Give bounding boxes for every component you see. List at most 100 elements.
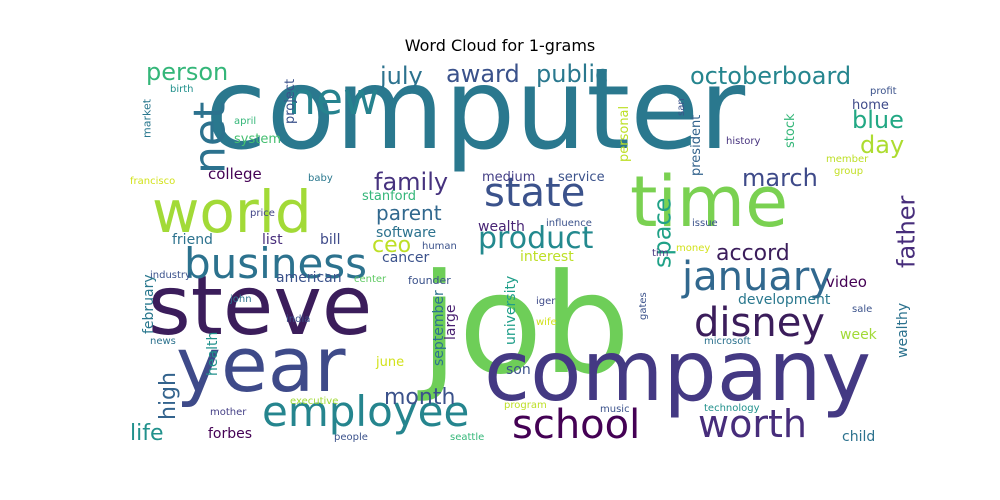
word-india: india <box>286 314 310 325</box>
word-state: state <box>484 170 585 216</box>
word-accord: accord <box>716 241 790 266</box>
word-issue: issue <box>692 218 718 229</box>
word-person: person <box>146 58 228 86</box>
word-tim: tim <box>652 248 668 259</box>
word-human: human <box>422 241 457 252</box>
word-friend: friend <box>172 232 213 248</box>
word-award: award <box>446 60 520 88</box>
word-history: history <box>726 136 760 147</box>
word-february: february <box>141 274 157 334</box>
word-family: family <box>374 168 448 196</box>
word-son: son <box>506 362 531 378</box>
word-center: center <box>354 274 387 285</box>
word-video: video <box>826 273 867 291</box>
word-forbes: forbes <box>208 426 252 442</box>
word-seattle: seattle <box>450 432 484 443</box>
word-wife: wife <box>536 317 557 328</box>
word-wealthy: wealthy <box>895 303 911 358</box>
word-people: people <box>334 432 368 443</box>
word-large: large <box>443 305 459 340</box>
word-life: life <box>130 421 164 446</box>
word-job: job <box>417 244 630 405</box>
word-year: year <box>176 320 346 409</box>
word-mother: mother <box>210 407 247 418</box>
word-music: music <box>600 404 630 415</box>
word-employee: employee <box>262 387 469 436</box>
word-steve: steve <box>148 259 372 354</box>
word-new: new <box>288 74 379 125</box>
word-week: week <box>840 327 878 343</box>
word-school: school <box>512 402 640 448</box>
word-cancer: cancer <box>382 250 429 266</box>
word-group: group <box>834 166 863 177</box>
word-american: american <box>276 270 342 286</box>
word-bill: bill <box>320 232 341 248</box>
word-stock: stock <box>783 113 798 148</box>
word-march: march <box>742 164 818 192</box>
word-health: health <box>205 332 221 376</box>
word-worth: worth <box>698 402 807 446</box>
word-computer: computer <box>205 45 746 175</box>
word-company: company <box>484 322 871 420</box>
word-industry: industry <box>150 270 191 281</box>
word-july: july <box>379 62 423 90</box>
word-francisco: francisco <box>130 176 175 187</box>
word-price: price <box>250 208 275 219</box>
word-project: project <box>283 79 298 124</box>
word-interest: interest <box>520 249 574 265</box>
word-news: news <box>150 336 176 347</box>
word-microsoft: microsoft <box>704 336 751 347</box>
word-stanford: stanford <box>362 189 416 204</box>
word-profit: profit <box>870 86 897 97</box>
word-month: month <box>384 385 455 410</box>
word-blue: blue <box>852 106 904 134</box>
word-baby: baby <box>308 173 333 184</box>
word-time: time <box>630 161 788 243</box>
word-parent: parent <box>376 201 442 225</box>
word-market: market <box>141 98 154 138</box>
word-product: product <box>478 221 594 256</box>
word-ceo: ceo <box>372 233 411 258</box>
word-child: child <box>842 429 875 445</box>
word-medium: medium <box>482 170 535 185</box>
word-influence: influence <box>546 218 592 229</box>
word-money: money <box>676 243 710 254</box>
word-personal: personal <box>617 106 632 162</box>
word-wealth: wealth <box>478 219 525 235</box>
word-system: system <box>234 132 281 147</box>
word-program: program <box>504 400 547 411</box>
word-founder: founder <box>408 274 451 287</box>
word-birth: birth <box>170 84 194 95</box>
word-world: world <box>152 178 312 246</box>
word-home: home <box>852 98 889 113</box>
word-space: space <box>649 198 677 268</box>
word-john: john <box>229 294 252 305</box>
word-january: january <box>681 254 833 300</box>
word-college: college <box>208 165 262 183</box>
word-san: san <box>676 98 687 116</box>
word-sale: sale <box>852 304 872 315</box>
word-father: father <box>893 195 921 268</box>
word-software: software <box>376 225 436 241</box>
word-development: development <box>738 292 831 308</box>
word-list: list <box>262 232 283 248</box>
word-technology: technology <box>704 403 760 414</box>
word-june: june <box>375 355 404 370</box>
word-university: university <box>503 276 519 345</box>
word-gates: gates <box>638 292 649 320</box>
word-member: member <box>826 154 869 165</box>
chart-title: Word Cloud for 1-grams <box>405 36 596 55</box>
word-april: april <box>234 116 256 127</box>
word-september: september <box>431 290 447 366</box>
word-day: day <box>860 131 904 159</box>
word-business: business <box>184 239 367 288</box>
word-disney: disney <box>694 300 825 346</box>
word-iger: iger <box>536 296 556 307</box>
word-public: public <box>536 60 608 88</box>
word-high: high <box>156 372 181 420</box>
word-octoberboard: octoberboard <box>690 62 851 90</box>
word-net: net <box>184 102 235 174</box>
word-executive: executive <box>290 396 338 407</box>
